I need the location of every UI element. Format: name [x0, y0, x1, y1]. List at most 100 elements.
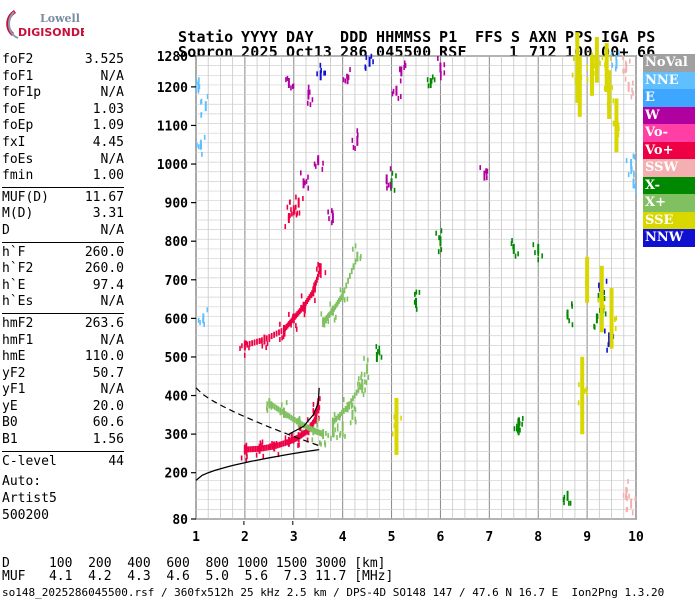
trace-mark	[256, 445, 259, 452]
data-speckle	[286, 204, 289, 210]
data-speckle	[299, 170, 302, 176]
legend-item-nne: NNE	[643, 71, 695, 89]
data-speckle	[628, 58, 631, 64]
trace-mark	[305, 428, 307, 435]
trace-mark	[297, 419, 300, 426]
data-speckle	[400, 94, 402, 100]
param-label: hmF1	[2, 332, 34, 348]
trace-mark	[312, 427, 315, 434]
data-speckle	[198, 84, 201, 90]
data-point	[297, 197, 300, 208]
data-speckle	[262, 453, 265, 459]
data-speckle	[537, 251, 540, 257]
data-speckle	[347, 74, 350, 80]
y-tick-label: 1280	[157, 50, 188, 65]
data-speckle	[354, 145, 356, 151]
data-speckle	[307, 185, 310, 191]
trace-mark	[247, 446, 250, 453]
data-speckle	[284, 224, 287, 230]
data-speckle	[563, 500, 565, 506]
density-profile-lower	[195, 448, 320, 481]
data-speckle	[206, 307, 209, 313]
param-row: yF2 50.7	[2, 366, 124, 383]
trace-mark	[310, 422, 312, 429]
data-speckle	[336, 426, 339, 432]
auto-line3: 500200	[2, 508, 49, 523]
data-speckle	[350, 403, 353, 409]
data-speckle	[586, 77, 589, 83]
param-value: 1.03	[92, 101, 124, 117]
data-speckle	[245, 442, 248, 448]
trace-mark	[355, 389, 358, 396]
data-speckle	[437, 55, 439, 61]
data-speckle	[352, 144, 355, 150]
param-label: foF2	[2, 52, 34, 67]
data-speckle	[302, 196, 304, 202]
trace-mark	[300, 306, 302, 313]
data-speckle	[245, 450, 248, 456]
trace-mark	[270, 401, 272, 408]
data-speckle	[403, 64, 405, 70]
data-speckle	[307, 174, 309, 180]
data-speckle	[605, 278, 608, 284]
trace-mark	[260, 445, 263, 452]
data-speckle	[613, 317, 616, 323]
data-speckle	[336, 423, 339, 429]
distance-row: D 100 200 400 600 800 1000 1500 3000 [km…	[2, 556, 386, 571]
trace-mark	[251, 340, 254, 347]
data-point	[439, 236, 442, 247]
data-speckle	[304, 308, 306, 314]
data-speckle	[415, 289, 418, 295]
trace-mark	[291, 316, 294, 323]
trace-mark	[289, 438, 291, 445]
trace-mark	[330, 309, 333, 316]
data-speckle	[199, 320, 201, 326]
data-speckle	[566, 311, 569, 317]
data-speckle	[630, 169, 632, 175]
param-value: 260.0	[84, 244, 124, 260]
data-speckle	[607, 342, 610, 348]
data-point	[366, 363, 369, 374]
series-ssw	[622, 55, 637, 516]
data-speckle	[331, 210, 334, 216]
trace-mark	[331, 419, 334, 426]
data-speckle	[413, 299, 416, 305]
data-speckle	[628, 493, 630, 499]
data-speckle	[299, 426, 302, 432]
data-speckle	[586, 64, 588, 70]
data-speckle	[342, 396, 345, 402]
data-speckle	[290, 207, 292, 213]
data-speckle	[285, 77, 287, 83]
data-speckle	[314, 409, 316, 415]
trace-mark	[318, 429, 321, 436]
data-speckle	[400, 415, 402, 421]
data-speckle	[624, 68, 626, 74]
data-speckle	[433, 77, 436, 83]
trace-mark	[289, 319, 291, 326]
trace-mark	[303, 429, 306, 436]
trace-mark	[333, 305, 335, 312]
param-value: 97.4	[92, 277, 124, 293]
data-speckle	[485, 175, 488, 181]
data-speckle	[626, 496, 628, 502]
data-point	[368, 56, 371, 67]
trace-mark	[308, 425, 311, 432]
data-speckle	[319, 62, 322, 68]
trace-mark	[295, 435, 298, 442]
y-tick-label: 700	[165, 274, 189, 289]
param-row: h`F2 260.0	[2, 261, 124, 278]
data-speckle	[331, 220, 333, 226]
x-tick-label: 3	[290, 530, 298, 545]
data-speckle	[240, 455, 243, 461]
data-speckle	[389, 166, 392, 172]
param-label: yF2	[2, 365, 26, 381]
data-speckle	[577, 400, 580, 406]
data-speckle	[324, 270, 327, 276]
trace-mark	[323, 317, 326, 324]
trace-mark	[317, 429, 320, 436]
data-point	[630, 498, 633, 509]
data-point	[331, 427, 334, 438]
trace-mark	[268, 400, 271, 407]
data-speckle	[631, 510, 634, 516]
trace-mark	[311, 421, 313, 428]
